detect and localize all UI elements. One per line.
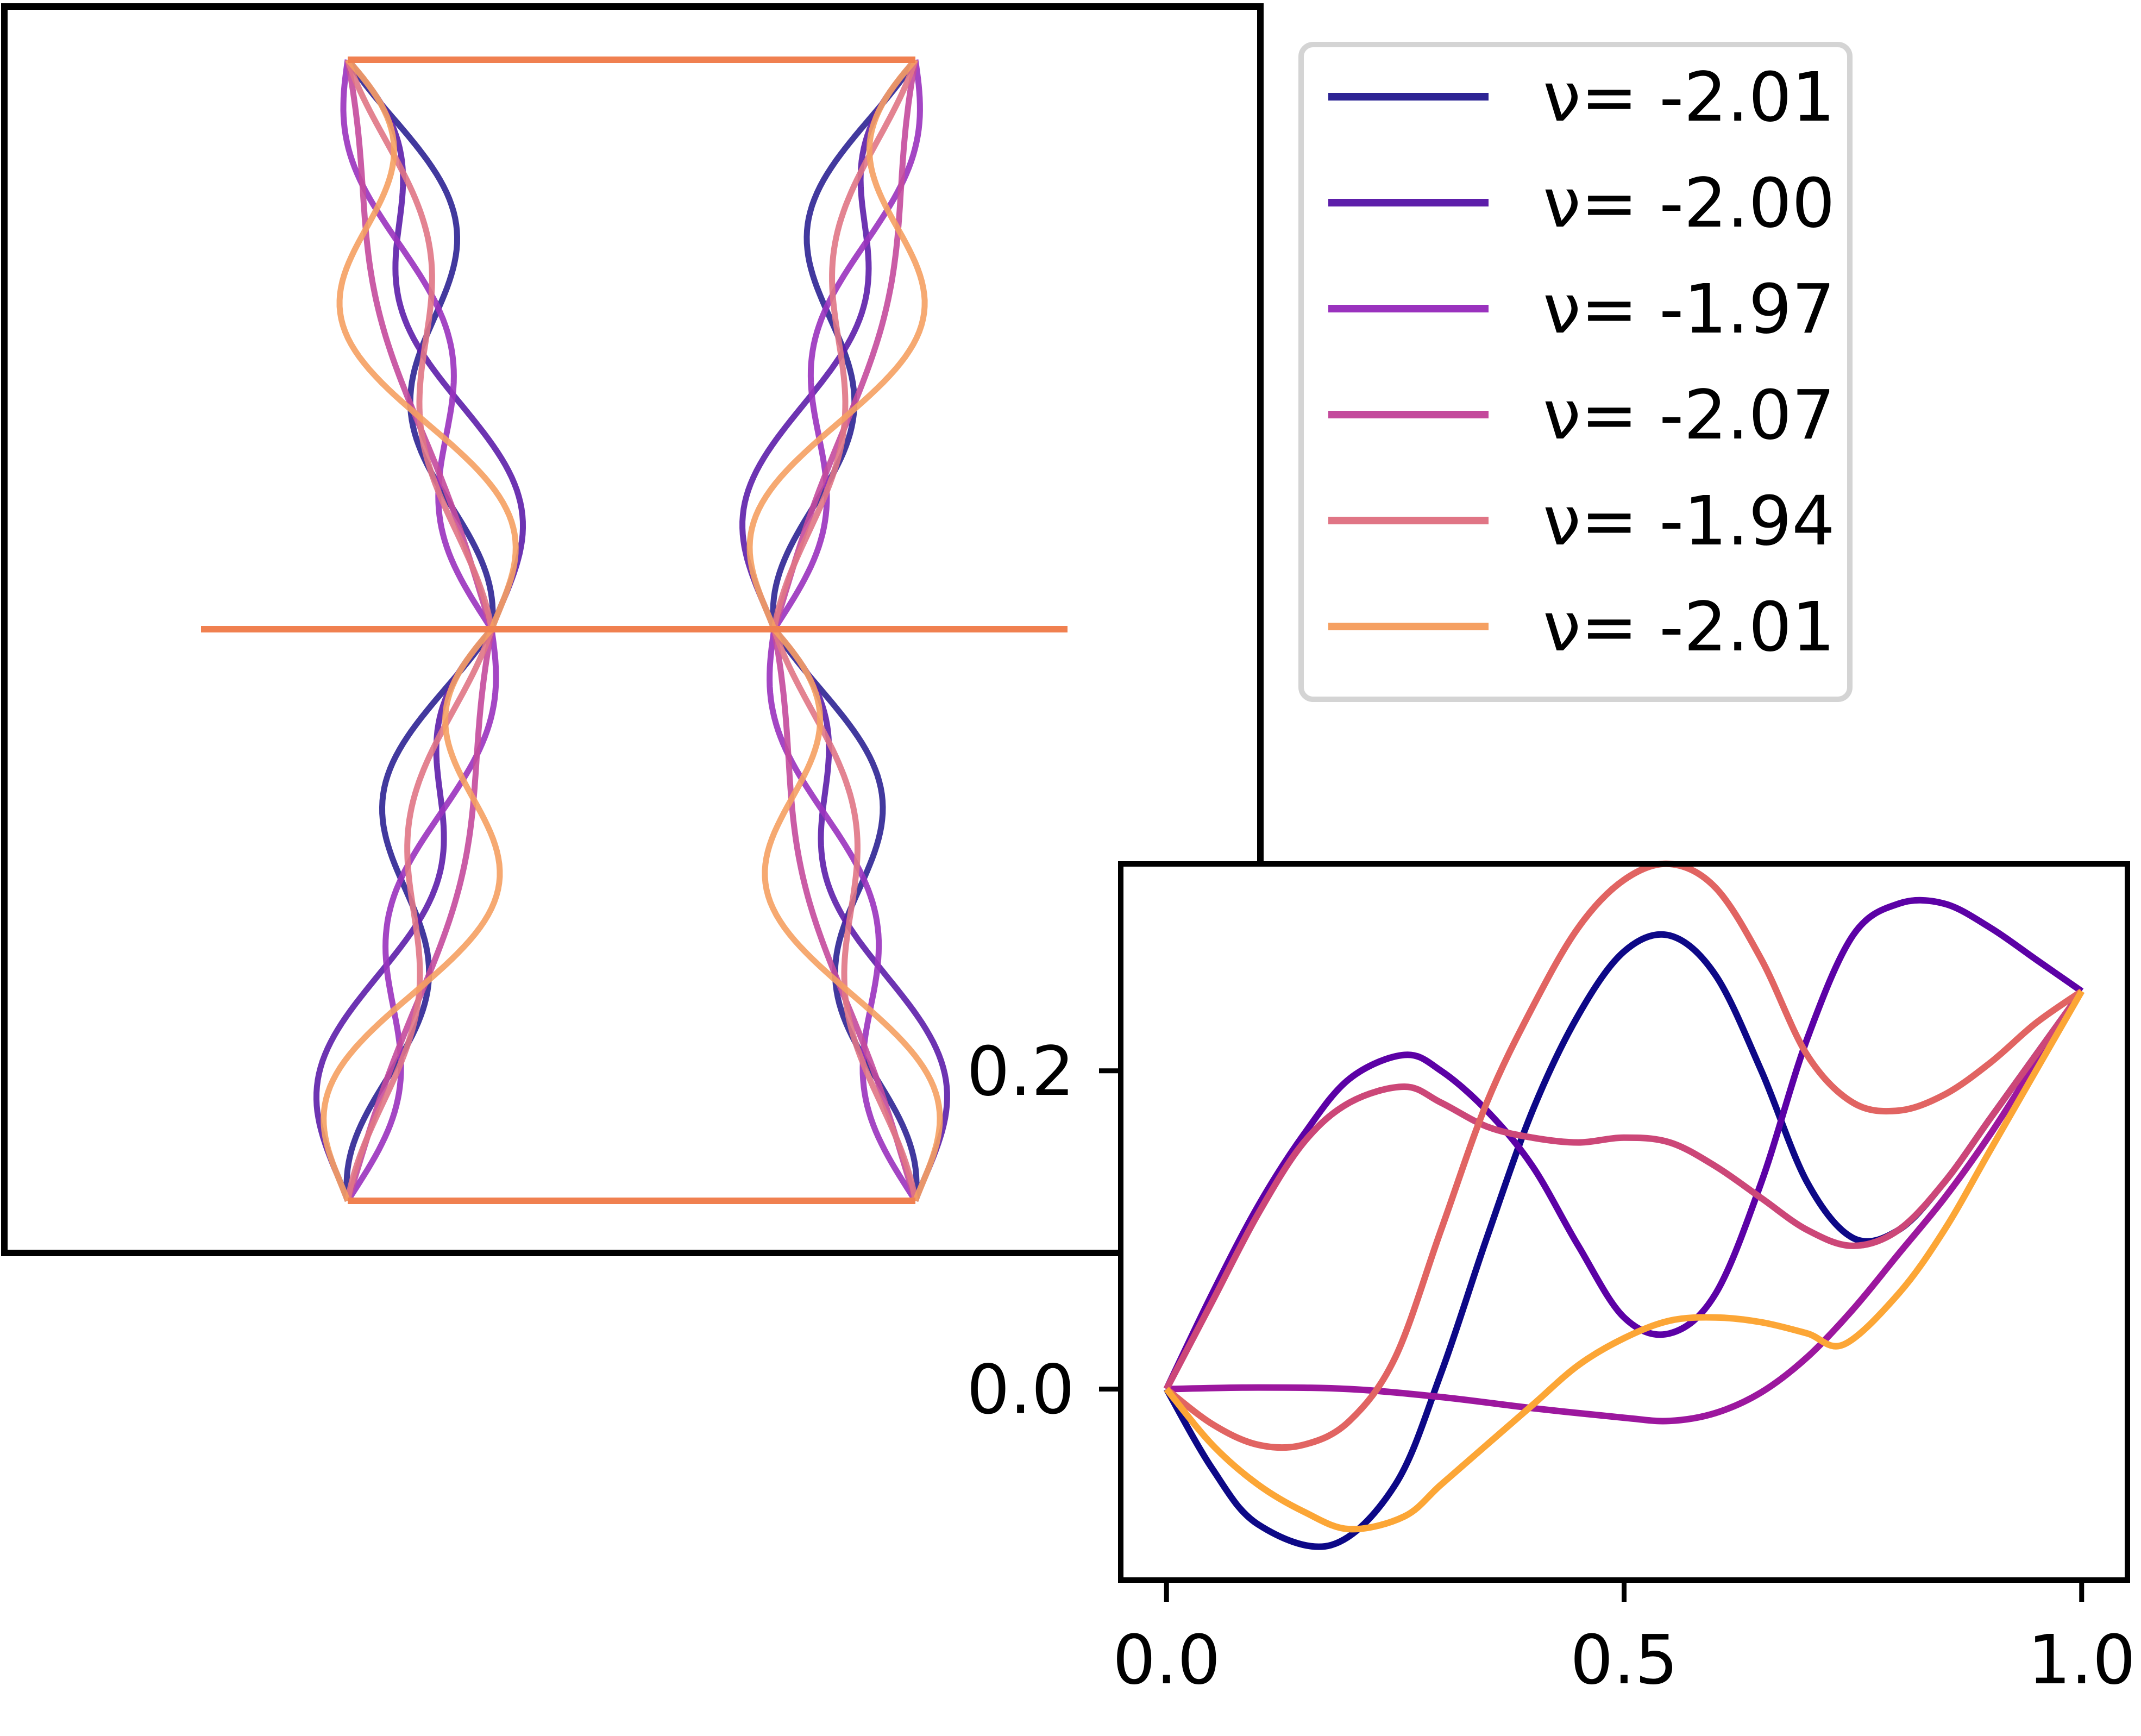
x-tick-label: 0.5 [1570,1621,1678,1700]
inset-series-line [1163,989,2085,1391]
inset-series-line [1163,897,2084,1391]
legend: ν= -2.01 ν= -2.00 ν= -1.97 ν= -2.07 ν= -1.94… [1298,42,1853,702]
legend-label: ν= -2.07 [1543,376,1835,455]
mode-shape-line [771,629,919,1202]
legend-label: ν= -2.01 [1543,588,1835,667]
mode-shape-line [321,627,503,1202]
mode-shape-line [345,629,499,1202]
mode-shape-line [313,627,494,1202]
mode-shape-line [340,59,494,631]
mode-shape-line [336,58,519,631]
truss-frame [201,57,1068,1204]
inset-background [1121,864,2127,1580]
mode-shape-curves [313,58,950,1202]
x-tick-label: 1.0 [2027,1621,2136,1700]
inset-series-line [1166,989,2085,1425]
inset-series-line [1164,860,2084,1451]
inset-series-line [1164,989,2085,1533]
mode-shape-line [345,58,526,630]
mode-shape-line [767,629,918,1202]
mode-shape-line [771,59,923,631]
legend-box [1298,42,1853,702]
inset-curves [1163,860,2085,1550]
mode-shape-line [762,627,943,1202]
mode-shape-line [746,58,928,631]
y-tick-label: 0.2 [966,1032,1075,1111]
x-tick-label: 0.0 [1113,1621,1221,1700]
mode-shape-line [771,627,950,1202]
legend-label: ν= -1.97 [1543,270,1835,349]
mode-shape-line [344,629,495,1202]
inset-panel: 0.0 0.5 1.0 0.0 0.2 [966,860,2136,1700]
mode-shape-line [739,58,918,630]
y-tick-label: 0.0 [966,1351,1075,1430]
mode-shape-line [771,59,919,630]
main-panel [1,3,1264,1256]
inset-ticks: 0.0 0.5 1.0 0.0 0.2 [966,1032,2136,1700]
legend-label: ν= -1.94 [1543,482,1835,561]
main-panel-frame [1,3,1264,1256]
legend-label: ν= -2.01 [1543,58,1835,137]
mode-shape-line [344,59,495,630]
legend-label: ν= -2.00 [1543,164,1835,243]
